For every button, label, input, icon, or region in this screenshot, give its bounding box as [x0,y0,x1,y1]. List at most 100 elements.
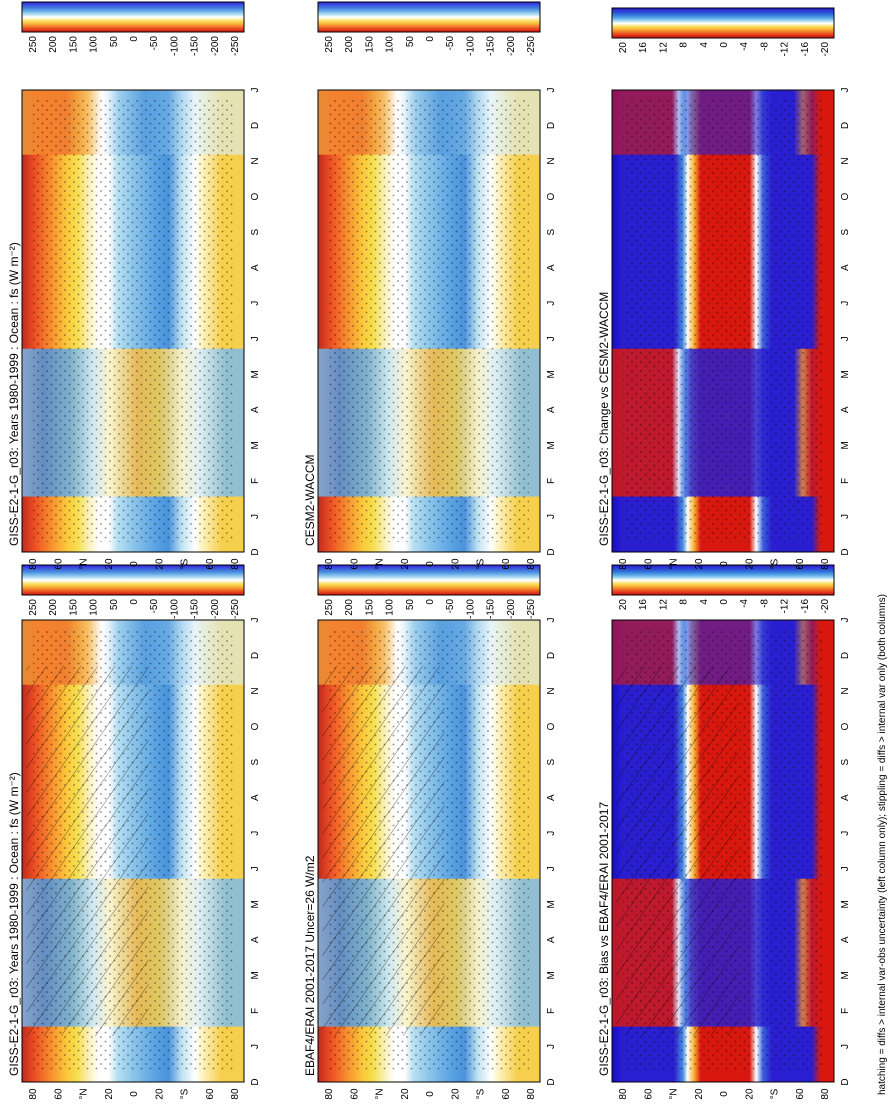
colorbar-ramp [318,565,540,595]
x-tick-label: J [250,866,261,871]
x-tick-label: A [250,406,261,413]
colorbar-label: 250 [28,599,39,616]
x-tick-label: D [840,122,851,129]
colorbar-label: 150 [364,599,375,616]
x-tick-label: J [840,618,851,623]
stippling-overlay [623,100,823,542]
x-tick-label: A [250,936,261,943]
y-tick-label: 20 [154,558,165,570]
x-tick-label: J [840,831,851,836]
x-tick-label: A [840,794,851,801]
colorbar-label: 50 [405,36,416,48]
x-tick-label: M [840,971,851,979]
colorbar-label: -50 [445,599,456,614]
y-tick-label: 20 [104,558,115,570]
x-tick-label: J [840,301,851,306]
x-tick-label: J [250,514,261,519]
colorbar-label: -8 [759,599,770,608]
colorbar-frame [611,7,835,39]
colorbar-label: -100 [169,36,180,56]
x-tick-label: J [250,831,261,836]
plot-frame [611,89,835,553]
colorbar-label: 0 [719,42,730,48]
colorbar-label: 250 [28,36,39,53]
hatching-overlay [616,666,739,1036]
colorbar-label: -20 [820,42,831,57]
y-tick-label: °N [669,558,680,569]
colorbar-ramp [22,2,244,32]
y-tick-label: 80 [526,1088,537,1100]
x-tick-label: M [546,370,557,378]
y-tick-label: °N [79,1088,90,1099]
panel-1: 80 60 °N 20 0 20 °S 60 80DJFMAMJJASONDJGISS-E2-1… [7,1,261,570]
x-tick-label: F [250,478,261,484]
x-tick-label: N [840,157,851,164]
y-tick-label: 0 [425,561,436,567]
y-tick-label: 0 [129,561,140,567]
colorbar-label: -100 [465,599,476,619]
chart-title: EBAF4/ERAI 2001-2017 Uncer=26 W/m2 [303,855,317,1076]
colorbar-label: 150 [364,36,375,53]
x-tick-label: J [840,514,851,519]
colorbar-label: 100 [89,599,100,616]
colorbar: 250 200 150 100 50 0 -50 -100 -150 -200 -250 [21,1,245,56]
x-tick-label: F [546,478,557,484]
colorbar-label: -50 [149,36,160,51]
colorbar-label: -50 [149,599,160,614]
x-tick-label: J [546,301,557,306]
x-tick-label: M [546,441,557,449]
y-tick-label: 0 [719,1091,730,1097]
plot-frame [21,89,245,553]
colorbar-label: -150 [486,599,497,619]
x-tick-label: M [840,370,851,378]
x-tick-label: O [250,193,261,201]
x-tick-label: M [250,370,261,378]
colorbar-label: 100 [385,599,396,616]
colorbar-label: -100 [465,36,476,56]
y-tick-label: 20 [450,1088,461,1100]
x-tick-label: M [250,441,261,449]
colorbar: 250 200 150 100 50 0 -50 -100 -150 -200 -250 [317,564,541,619]
x-tick-label: S [840,228,851,235]
x-tick-label: M [840,900,851,908]
x-tick-label: J [840,88,851,93]
x-tick-label: O [840,193,851,201]
y-tick-label: 60 [53,1088,64,1100]
y-tick-label: 80 [28,558,39,570]
y-tick-label: 60 [795,558,806,570]
colorbar-label: 250 [324,36,335,53]
colorbar-label: -200 [506,36,517,56]
chart-title: GISS-E2-1-G_r03: Change vs CESM2-WACCM [597,292,611,546]
colorbar-label: -250 [230,599,241,619]
x-tick-label: A [546,406,557,413]
colorbar: 250 200 150 100 50 0 -50 -100 -150 -200 -250 [317,1,541,56]
colorbar: 20 16 12 8 4 0 -4 -8 -12 -16 -20 [611,564,835,614]
x-tick-label: A [840,406,851,413]
y-tick-label: 0 [129,1091,140,1097]
colorbar-label: 16 [638,599,649,611]
x-tick-label: D [840,1078,851,1085]
x-tick-label: J [840,866,851,871]
colorbar-label: 200 [48,599,59,616]
stippling-overlay [329,100,529,542]
colorbar-label: -12 [780,599,791,614]
colorbar-label: 12 [658,599,669,611]
y-tick-label: °S [770,1088,781,1099]
x-tick-label: S [250,758,261,765]
x-tick-label: A [250,794,261,801]
y-tick-label: 0 [425,1091,436,1097]
x-tick-label: J [840,336,851,341]
x-tick-label: S [250,228,261,235]
colorbar: 250 200 150 100 50 0 -50 -100 -150 -200 -250 [21,564,245,619]
y-tick-label: 60 [501,1088,512,1100]
x-tick-label: F [840,1008,851,1014]
colorbar-label: 8 [679,42,690,48]
colorbar-frame [21,1,245,33]
x-tick-label: F [546,1008,557,1014]
x-tick-label: J [546,88,557,93]
y-tick-label: 60 [205,1088,216,1100]
x-tick-label: O [546,723,557,731]
x-tick-label: O [546,193,557,201]
x-tick-label: D [250,1078,261,1085]
